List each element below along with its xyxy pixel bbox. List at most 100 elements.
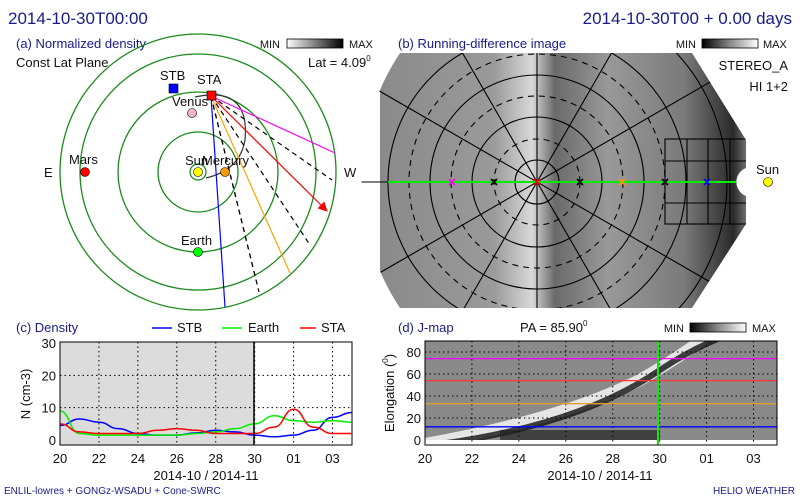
x-tick-label: 28 bbox=[605, 451, 619, 466]
panel-b: (b) Running-difference image MIN MAX bbox=[361, 36, 789, 308]
sun-label: Sun bbox=[185, 153, 208, 168]
dashed-line bbox=[210, 95, 311, 246]
mars-label: Mars bbox=[69, 152, 98, 167]
magenta-line bbox=[210, 95, 336, 154]
spacecraft-label: STEREO_A bbox=[719, 58, 789, 73]
legend-label-stb: STB bbox=[177, 320, 202, 335]
footer-model-info: ENLIL-lowres + GONGz-WSADU + Cone-SWRC bbox=[4, 486, 221, 497]
y-tick-label: 0 bbox=[414, 433, 421, 448]
west-label: W bbox=[344, 165, 357, 180]
x-tick-label: 03 bbox=[325, 451, 339, 466]
x-tick-label: 20 bbox=[53, 451, 67, 466]
x-axis-label: 2014-10 / 2014-11 bbox=[153, 468, 258, 483]
dashed-line bbox=[210, 95, 333, 181]
panel-d-title: (d) J-map bbox=[398, 320, 454, 335]
x-tick-label: 30 bbox=[652, 451, 666, 466]
orbit-ring bbox=[189, 163, 207, 181]
black-x-marker bbox=[661, 178, 669, 186]
black-x-marker bbox=[490, 178, 498, 186]
x-tick-label: 24 bbox=[131, 451, 145, 466]
density-lines bbox=[59, 408, 353, 438]
orange-x-marker bbox=[618, 178, 626, 186]
grid bbox=[425, 341, 777, 445]
venus-marker bbox=[187, 108, 197, 118]
reference-lines bbox=[425, 357, 777, 428]
legend-label-earth: Earth bbox=[248, 320, 279, 335]
panel-b-title: (b) Running-difference image bbox=[398, 36, 566, 51]
x-tick-label: 24 bbox=[512, 451, 526, 466]
x-tick-label: 22 bbox=[92, 451, 106, 466]
panel-a-title: (a) Normalized density bbox=[16, 36, 147, 51]
black-x-marker bbox=[576, 178, 584, 186]
plot-frame bbox=[59, 341, 353, 446]
stb-label: STB bbox=[160, 68, 185, 83]
footer-brand: HELIO WEATHER bbox=[713, 486, 795, 497]
x-tick-label: 01 bbox=[286, 451, 300, 466]
y-tick-label: 30 bbox=[42, 336, 56, 351]
legend: STB Earth STA bbox=[152, 320, 346, 335]
magenta-x-marker bbox=[448, 178, 456, 186]
venus-label: Venus bbox=[172, 94, 209, 109]
stb-marker bbox=[168, 83, 179, 94]
colorbar bbox=[689, 322, 747, 333]
sun-label: Sun bbox=[756, 162, 779, 177]
blue-x-marker bbox=[703, 178, 711, 186]
latitude-label: Lat = 4.090 bbox=[308, 54, 371, 70]
y-tick-label: 40 bbox=[407, 389, 421, 404]
y-tick-label: 80 bbox=[407, 345, 421, 360]
position-angle-label: PA = 85.900 bbox=[520, 319, 588, 335]
x-tick-label: 01 bbox=[699, 451, 713, 466]
x-tick-label: 26 bbox=[559, 451, 573, 466]
sight-lines bbox=[194, 94, 336, 308]
y-axis-label: Elongation (0) bbox=[381, 354, 397, 432]
orbit-ring bbox=[79, 53, 317, 291]
instrument-label: HI 1+2 bbox=[749, 79, 788, 94]
x-axis-label: 2014-10 / 2014-11 bbox=[547, 468, 652, 483]
panel-a: (a) Normalized density Const Lat Plane M… bbox=[16, 33, 374, 311]
east-label: E bbox=[44, 165, 53, 180]
x-tick-label: 20 bbox=[418, 451, 432, 466]
earth-label: Earth bbox=[181, 233, 212, 248]
running-difference-image bbox=[361, 53, 746, 308]
x-tick-label: 03 bbox=[746, 451, 760, 466]
x-tick-label: 26 bbox=[170, 451, 184, 466]
left-timestamp: 2014-10-30T00:00 bbox=[8, 9, 148, 28]
panel-d: (d) J-map PA = 85.900 MIN MAX 20 22 24 26 28… bbox=[381, 319, 778, 483]
series-line-earth bbox=[59, 410, 353, 436]
colorbar-max-label: MAX bbox=[752, 323, 777, 335]
y-tick-label: 0 bbox=[49, 433, 56, 448]
right-timestamp: 2014-10-30T00 + 0.00 days bbox=[583, 9, 792, 28]
mercury-label: Mercury bbox=[202, 153, 249, 168]
plot-frame bbox=[424, 340, 778, 446]
sta-label: STA bbox=[197, 72, 222, 87]
legend-label-sta: STA bbox=[321, 320, 346, 335]
sta-marker bbox=[206, 90, 217, 101]
panel-c: (c) Density STB Earth STA 20 22 24 26 28 30 01… bbox=[16, 320, 353, 483]
colorbar-max-label: MAX bbox=[349, 39, 374, 51]
x-tick-label: 22 bbox=[465, 451, 479, 466]
orange-line bbox=[210, 95, 291, 274]
red-x-marker bbox=[533, 178, 541, 186]
colorbar bbox=[701, 38, 759, 49]
sun-marker bbox=[763, 177, 773, 187]
orbits bbox=[59, 33, 337, 311]
x-tick-label: 28 bbox=[208, 451, 222, 466]
red-arrow bbox=[210, 95, 328, 212]
dashed-line bbox=[210, 95, 257, 281]
colorbar bbox=[286, 38, 344, 49]
mercury-marker bbox=[220, 167, 230, 177]
colorbar-min-label: MIN bbox=[260, 39, 280, 51]
colorbar-min-label: MIN bbox=[676, 39, 696, 51]
series-line-sta bbox=[59, 408, 352, 435]
panel-c-title: (c) Density bbox=[16, 320, 79, 335]
y-axis-label: N (cm-3) bbox=[18, 369, 33, 420]
earth-marker bbox=[193, 247, 203, 257]
orbit-ring bbox=[157, 131, 239, 213]
stb-line bbox=[210, 95, 226, 308]
panel-a-subtitle: Const Lat Plane bbox=[16, 55, 109, 70]
y-tick-label: 60 bbox=[407, 367, 421, 382]
y-tick-label: 20 bbox=[407, 411, 421, 426]
colorbar-min-label: MIN bbox=[664, 323, 684, 335]
y-tick-label: 20 bbox=[42, 368, 56, 383]
